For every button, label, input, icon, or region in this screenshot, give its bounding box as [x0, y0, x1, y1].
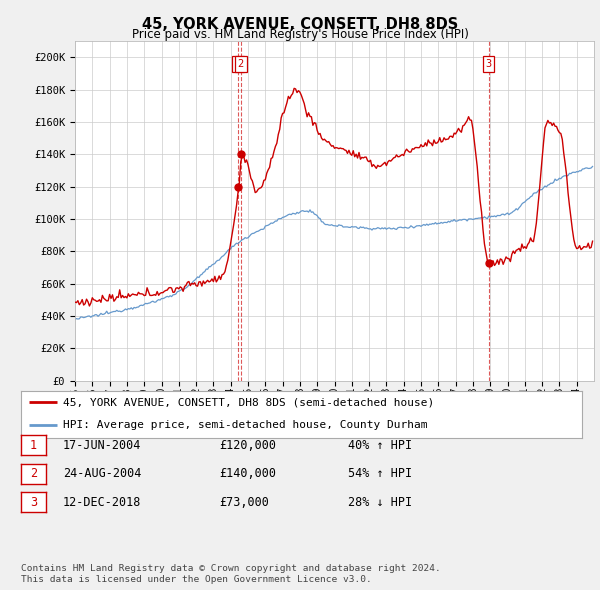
Text: £140,000: £140,000 [219, 467, 276, 480]
Text: HPI: Average price, semi-detached house, County Durham: HPI: Average price, semi-detached house,… [63, 420, 428, 430]
Text: 1: 1 [235, 59, 241, 69]
Text: 1: 1 [30, 439, 37, 452]
Text: 45, YORK AVENUE, CONSETT, DH8 8DS (semi-detached house): 45, YORK AVENUE, CONSETT, DH8 8DS (semi-… [63, 398, 434, 407]
Text: £73,000: £73,000 [219, 496, 269, 509]
Text: 17-JUN-2004: 17-JUN-2004 [63, 439, 142, 452]
Text: 12-DEC-2018: 12-DEC-2018 [63, 496, 142, 509]
Text: Price paid vs. HM Land Registry's House Price Index (HPI): Price paid vs. HM Land Registry's House … [131, 28, 469, 41]
Text: 28% ↓ HPI: 28% ↓ HPI [348, 496, 412, 509]
Text: 45, YORK AVENUE, CONSETT, DH8 8DS: 45, YORK AVENUE, CONSETT, DH8 8DS [142, 17, 458, 31]
Text: 2: 2 [238, 59, 244, 69]
Text: Contains HM Land Registry data © Crown copyright and database right 2024.: Contains HM Land Registry data © Crown c… [21, 565, 441, 573]
Text: 3: 3 [30, 496, 37, 509]
Text: 24-AUG-2004: 24-AUG-2004 [63, 467, 142, 480]
Text: 40% ↑ HPI: 40% ↑ HPI [348, 439, 412, 452]
Text: This data is licensed under the Open Government Licence v3.0.: This data is licensed under the Open Gov… [21, 575, 372, 584]
Text: 2: 2 [30, 467, 37, 480]
Text: £120,000: £120,000 [219, 439, 276, 452]
Text: 54% ↑ HPI: 54% ↑ HPI [348, 467, 412, 480]
Text: 3: 3 [485, 59, 492, 69]
